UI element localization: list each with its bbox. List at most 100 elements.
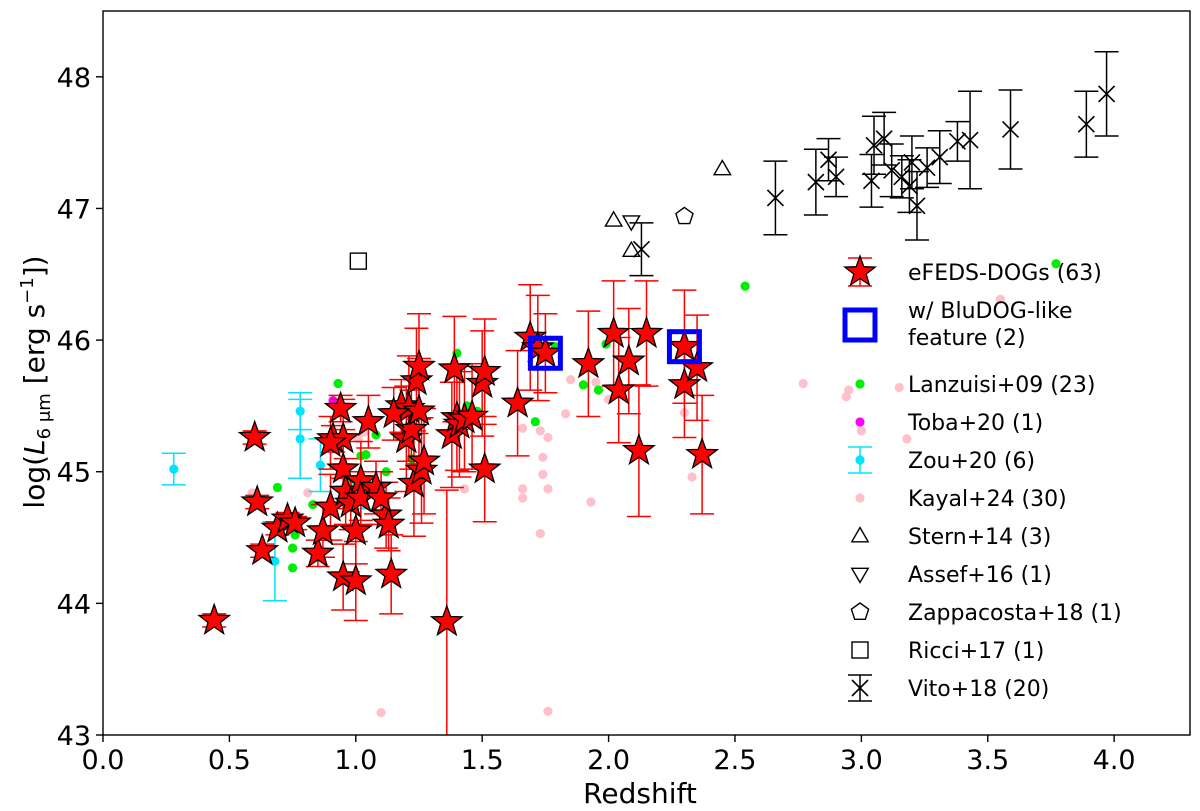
y-tick-label: 45 xyxy=(57,458,91,489)
data-point xyxy=(1098,85,1116,103)
x-stroke xyxy=(900,177,918,195)
data-point xyxy=(675,206,694,225)
star-marker xyxy=(629,315,664,349)
y-tick-label: 47 xyxy=(57,194,91,225)
data-point xyxy=(685,436,720,470)
dot-marker xyxy=(856,426,866,436)
plot-frame xyxy=(102,10,1191,736)
dot-marker xyxy=(844,385,854,395)
star-marker xyxy=(667,366,702,400)
y-axis-label-pre: log( xyxy=(18,455,51,509)
dot-marker xyxy=(798,378,808,389)
star-marker xyxy=(245,532,280,566)
data-point xyxy=(883,161,901,179)
data-point xyxy=(931,148,949,166)
data-point xyxy=(323,390,358,424)
series-zappacosta-18-1- xyxy=(675,206,694,225)
data-point xyxy=(535,426,545,436)
data-point xyxy=(591,377,601,387)
star-marker xyxy=(621,432,656,466)
data-point xyxy=(961,131,979,149)
series-stern-14-3- xyxy=(604,159,732,257)
star-marker xyxy=(240,484,275,517)
data-point xyxy=(893,168,911,186)
star-marker xyxy=(313,424,348,458)
data-point xyxy=(406,443,442,476)
data-point xyxy=(667,366,702,400)
data-point xyxy=(902,434,912,444)
legend-marker xyxy=(850,567,870,584)
data-point xyxy=(530,417,540,427)
data-point xyxy=(197,602,232,635)
data-point xyxy=(371,506,406,539)
data-point xyxy=(1077,115,1095,133)
data-point xyxy=(295,406,305,416)
legend-label: Toba+20 (1) xyxy=(907,411,1043,436)
dot-marker xyxy=(376,708,386,718)
dot-marker xyxy=(169,464,179,474)
data-point xyxy=(287,563,298,573)
dot-marker xyxy=(333,378,343,389)
y-tick-label: 48 xyxy=(57,63,91,94)
star-marker xyxy=(596,315,631,349)
x-stroke xyxy=(1001,120,1020,139)
data-point xyxy=(995,294,1006,304)
data-point xyxy=(459,484,470,494)
dot-marker xyxy=(287,563,298,573)
x-tick-label: 3.0 xyxy=(840,745,883,776)
data-point xyxy=(361,450,371,460)
star-marker xyxy=(429,603,464,637)
data-point xyxy=(827,168,845,186)
data-point xyxy=(1001,120,1020,139)
data-point xyxy=(740,281,750,291)
data-point xyxy=(169,464,179,474)
x-stroke xyxy=(948,132,966,150)
x-stroke xyxy=(918,159,936,177)
dot-marker xyxy=(270,556,280,566)
dot-marker xyxy=(459,484,470,494)
legend-entry: Kayal+24 (30) xyxy=(855,487,1067,512)
data-point xyxy=(300,535,335,568)
dot-marker xyxy=(1051,259,1061,269)
dot-marker xyxy=(586,497,596,507)
legend-marker xyxy=(851,641,869,659)
x-stroke xyxy=(883,161,901,179)
data-point xyxy=(593,385,604,395)
data-point xyxy=(596,315,631,349)
star-marker xyxy=(237,419,272,452)
data-point xyxy=(245,532,280,566)
dot-marker xyxy=(518,493,528,503)
axes: 0.0 0.5 1.0 1.5 2.0 2.5 3.0 3.5 4.0 43 44 45 46 47 48 xyxy=(57,10,1191,776)
data-point xyxy=(566,374,576,385)
legend-label: Vito+18 (20) xyxy=(908,677,1049,702)
data-point xyxy=(543,484,553,494)
data-point xyxy=(376,708,386,718)
legend-entry: w/ BluDOG-like feature (2) xyxy=(842,299,1073,351)
dot-marker xyxy=(272,482,283,493)
x-tick-label: 0.0 xyxy=(82,745,125,776)
data-point xyxy=(632,240,651,258)
x-stroke xyxy=(807,173,825,191)
triangle-up-marker xyxy=(604,210,624,227)
data-point xyxy=(621,432,656,466)
y-axis-label-l: L xyxy=(18,439,51,455)
data-point xyxy=(908,197,926,215)
data-point xyxy=(500,385,535,418)
legend-label: Zou+20 (6) xyxy=(908,449,1035,474)
star-marker xyxy=(197,602,232,635)
dot-marker xyxy=(855,379,865,389)
data-point xyxy=(338,563,373,596)
pentagon-marker xyxy=(850,602,870,620)
star-marker xyxy=(374,556,409,589)
data-point xyxy=(586,497,596,507)
dot-marker xyxy=(361,450,371,460)
star-marker xyxy=(601,372,636,405)
legend-marker xyxy=(850,526,870,543)
data-point xyxy=(429,603,464,637)
dot-marker xyxy=(303,488,313,498)
dot-marker xyxy=(543,706,553,716)
legend-label: feature (2) xyxy=(908,326,1026,351)
legend-marker xyxy=(855,455,865,465)
data-point xyxy=(374,556,409,589)
data-point xyxy=(844,385,854,395)
